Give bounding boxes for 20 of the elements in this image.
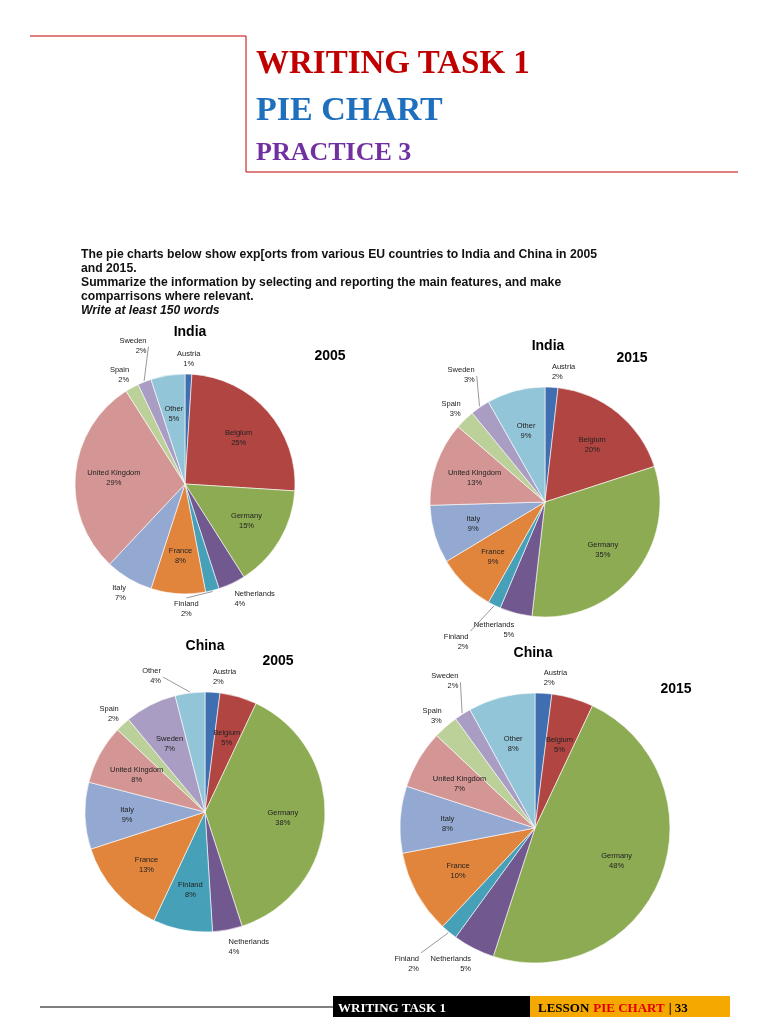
text: | 33 xyxy=(668,1000,689,1015)
chart-title: India xyxy=(173,323,207,339)
text: and 2015. xyxy=(81,261,137,275)
text: The pie charts below show exp[orts from various EU countries to India and China in 2005 xyxy=(81,247,598,261)
text: PIE CHART xyxy=(256,90,444,127)
text: Summarize the information by selecting and reporting the main features, and make xyxy=(81,275,562,289)
chart-title: China xyxy=(513,644,553,660)
text: comparrisons where relevant. xyxy=(81,289,254,303)
text: WRITING TASK 1 xyxy=(256,44,530,80)
text: 2005 xyxy=(314,347,346,363)
text: Write at least 150 words xyxy=(81,303,220,317)
text: 2015 xyxy=(660,680,692,696)
text: PRACTICE 3 xyxy=(256,137,412,166)
text: PIE CHART xyxy=(593,1000,666,1015)
text: WRITING TASK 1 xyxy=(338,1000,446,1015)
chart-subtitle: 2015 xyxy=(616,349,648,365)
text: LESSON xyxy=(538,1000,590,1015)
chart-title: India xyxy=(531,337,565,353)
chart-subtitle: 2005 xyxy=(262,652,294,668)
chart-title: China xyxy=(185,637,225,653)
